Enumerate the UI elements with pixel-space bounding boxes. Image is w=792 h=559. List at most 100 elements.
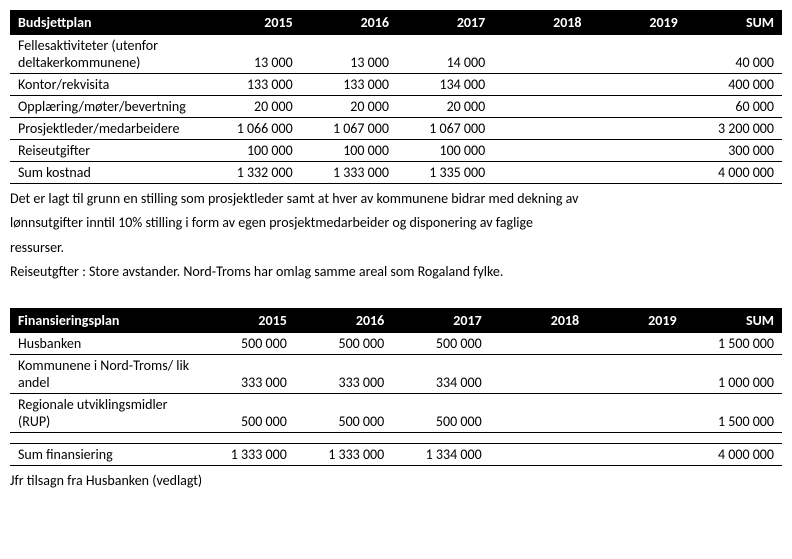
row-value	[490, 333, 587, 355]
row-value: 1 067 000	[301, 118, 397, 140]
row-value: 20 000	[301, 96, 397, 118]
budget-body: Fellesaktiviteter (utenfor deltakerkommu…	[10, 35, 782, 184]
row-value: 133 000	[204, 74, 300, 96]
row-value: 60 000	[686, 96, 782, 118]
year-2019: 2019	[589, 10, 685, 35]
fin-year-2017: 2017	[392, 308, 489, 333]
sum-value	[490, 443, 587, 465]
sum-value: 4 000 000	[686, 162, 782, 184]
fin-year-sum: SUM	[685, 308, 782, 333]
sum-value: 4 000 000	[685, 443, 782, 465]
row-value: 333 000	[295, 354, 392, 393]
row-value: 400 000	[686, 74, 782, 96]
budget-table: Budsjettplan 2015 2016 2017 2018 2019 SU…	[10, 10, 782, 184]
budget-note-1: Det er lagt til grunn en stilling som pr…	[10, 188, 782, 210]
sum-value: 1 333 000	[295, 443, 392, 465]
row-value: 100 000	[301, 140, 397, 162]
table-row: Reiseutgifter100 000100 000100 000300 00…	[10, 140, 782, 162]
row-value: 20 000	[204, 96, 300, 118]
row-value: 134 000	[397, 74, 493, 96]
row-value	[493, 35, 589, 74]
row-value: 300 000	[686, 140, 782, 162]
budget-note-4: Reiseutgfter : Store avstander. Nord-Tro…	[10, 261, 782, 283]
budget-header-row: Budsjettplan 2015 2016 2017 2018 2019 SU…	[10, 10, 782, 35]
row-value	[587, 393, 684, 432]
row-value	[589, 140, 685, 162]
fin-year-2016: 2016	[295, 308, 392, 333]
row-value: 500 000	[392, 393, 489, 432]
sum-value	[589, 162, 685, 184]
row-value: 1 500 000	[685, 393, 782, 432]
fin-year-2018: 2018	[490, 308, 587, 333]
row-value	[589, 74, 685, 96]
year-2018: 2018	[493, 10, 589, 35]
row-value: 500 000	[197, 393, 294, 432]
row-value: 100 000	[204, 140, 300, 162]
row-value: 1 500 000	[685, 333, 782, 355]
row-value: 40 000	[686, 35, 782, 74]
row-value	[589, 118, 685, 140]
row-value: 500 000	[197, 333, 294, 355]
row-value	[490, 393, 587, 432]
row-value: 500 000	[392, 333, 489, 355]
row-value	[490, 354, 587, 393]
table-row: Husbanken500 000500 000500 0001 500 000	[10, 333, 782, 355]
row-value	[589, 96, 685, 118]
row-value: 333 000	[197, 354, 294, 393]
row-label: Fellesaktiviteter (utenfor deltakerkommu…	[10, 35, 204, 74]
financing-body: Husbanken500 000500 000500 0001 500 000K…	[10, 333, 782, 466]
year-sum: SUM	[686, 10, 782, 35]
row-value: 13 000	[301, 35, 397, 74]
row-value	[493, 140, 589, 162]
spacer-row	[10, 432, 782, 443]
financing-title: Finansieringsplan	[10, 308, 197, 333]
year-2016: 2016	[301, 10, 397, 35]
row-label: Regionale utviklingsmidler (RUP)	[10, 393, 197, 432]
row-value: 13 000	[204, 35, 300, 74]
sum-row: Sum finansiering1 333 0001 333 0001 334 …	[10, 443, 782, 465]
row-value: 133 000	[301, 74, 397, 96]
table-row: Prosjektleder/medarbeidere1 066 0001 067…	[10, 118, 782, 140]
budget-note-3: ressurser.	[10, 237, 782, 259]
row-label: Prosjektleder/medarbeidere	[10, 118, 204, 140]
row-value	[493, 74, 589, 96]
financing-footnote: Jfr tilsagn fra Husbanken (vedlagt)	[10, 470, 782, 492]
sum-value: 1 333 000	[301, 162, 397, 184]
row-value	[589, 35, 685, 74]
table-row: Fellesaktiviteter (utenfor deltakerkommu…	[10, 35, 782, 74]
year-2017: 2017	[397, 10, 493, 35]
sum-value: 1 332 000	[204, 162, 300, 184]
sum-value	[493, 162, 589, 184]
sum-value: 1 333 000	[197, 443, 294, 465]
financing-header-row: Finansieringsplan 2015 2016 2017 2018 20…	[10, 308, 782, 333]
row-label: Kommunene i Nord-Troms/ lik andel	[10, 354, 197, 393]
financing-table: Finansieringsplan 2015 2016 2017 2018 20…	[10, 308, 782, 466]
table-row: Kommunene i Nord-Troms/ lik andel333 000…	[10, 354, 782, 393]
sum-row: Sum kostnad1 332 0001 333 0001 335 000 4 …	[10, 162, 782, 184]
sum-value: 1 335 000	[397, 162, 493, 184]
row-value	[493, 118, 589, 140]
row-value: 500 000	[295, 333, 392, 355]
row-value	[587, 354, 684, 393]
row-value: 14 000	[397, 35, 493, 74]
row-label: Reiseutgifter	[10, 140, 204, 162]
row-value: 1 000 000	[685, 354, 782, 393]
row-value	[493, 96, 589, 118]
table-row: Regionale utviklingsmidler (RUP)500 0005…	[10, 393, 782, 432]
row-value: 1 066 000	[204, 118, 300, 140]
row-label: Opplæring/møter/bevertning	[10, 96, 204, 118]
sum-label: Sum kostnad	[10, 162, 204, 184]
row-label: Husbanken	[10, 333, 197, 355]
sum-value: 1 334 000	[392, 443, 489, 465]
sum-value	[587, 443, 684, 465]
table-row: Opplæring/møter/bevertning20 00020 00020…	[10, 96, 782, 118]
row-value: 1 067 000	[397, 118, 493, 140]
budget-note-2: lønnsutgifter inntil 10% stilling i form…	[10, 212, 782, 234]
row-label: Kontor/rekvisita	[10, 74, 204, 96]
row-value: 100 000	[397, 140, 493, 162]
table-row: Kontor/rekvisita133 000133 000134 000400…	[10, 74, 782, 96]
fin-year-2015: 2015	[197, 308, 294, 333]
row-value: 334 000	[392, 354, 489, 393]
row-value: 500 000	[295, 393, 392, 432]
row-value: 3 200 000	[686, 118, 782, 140]
